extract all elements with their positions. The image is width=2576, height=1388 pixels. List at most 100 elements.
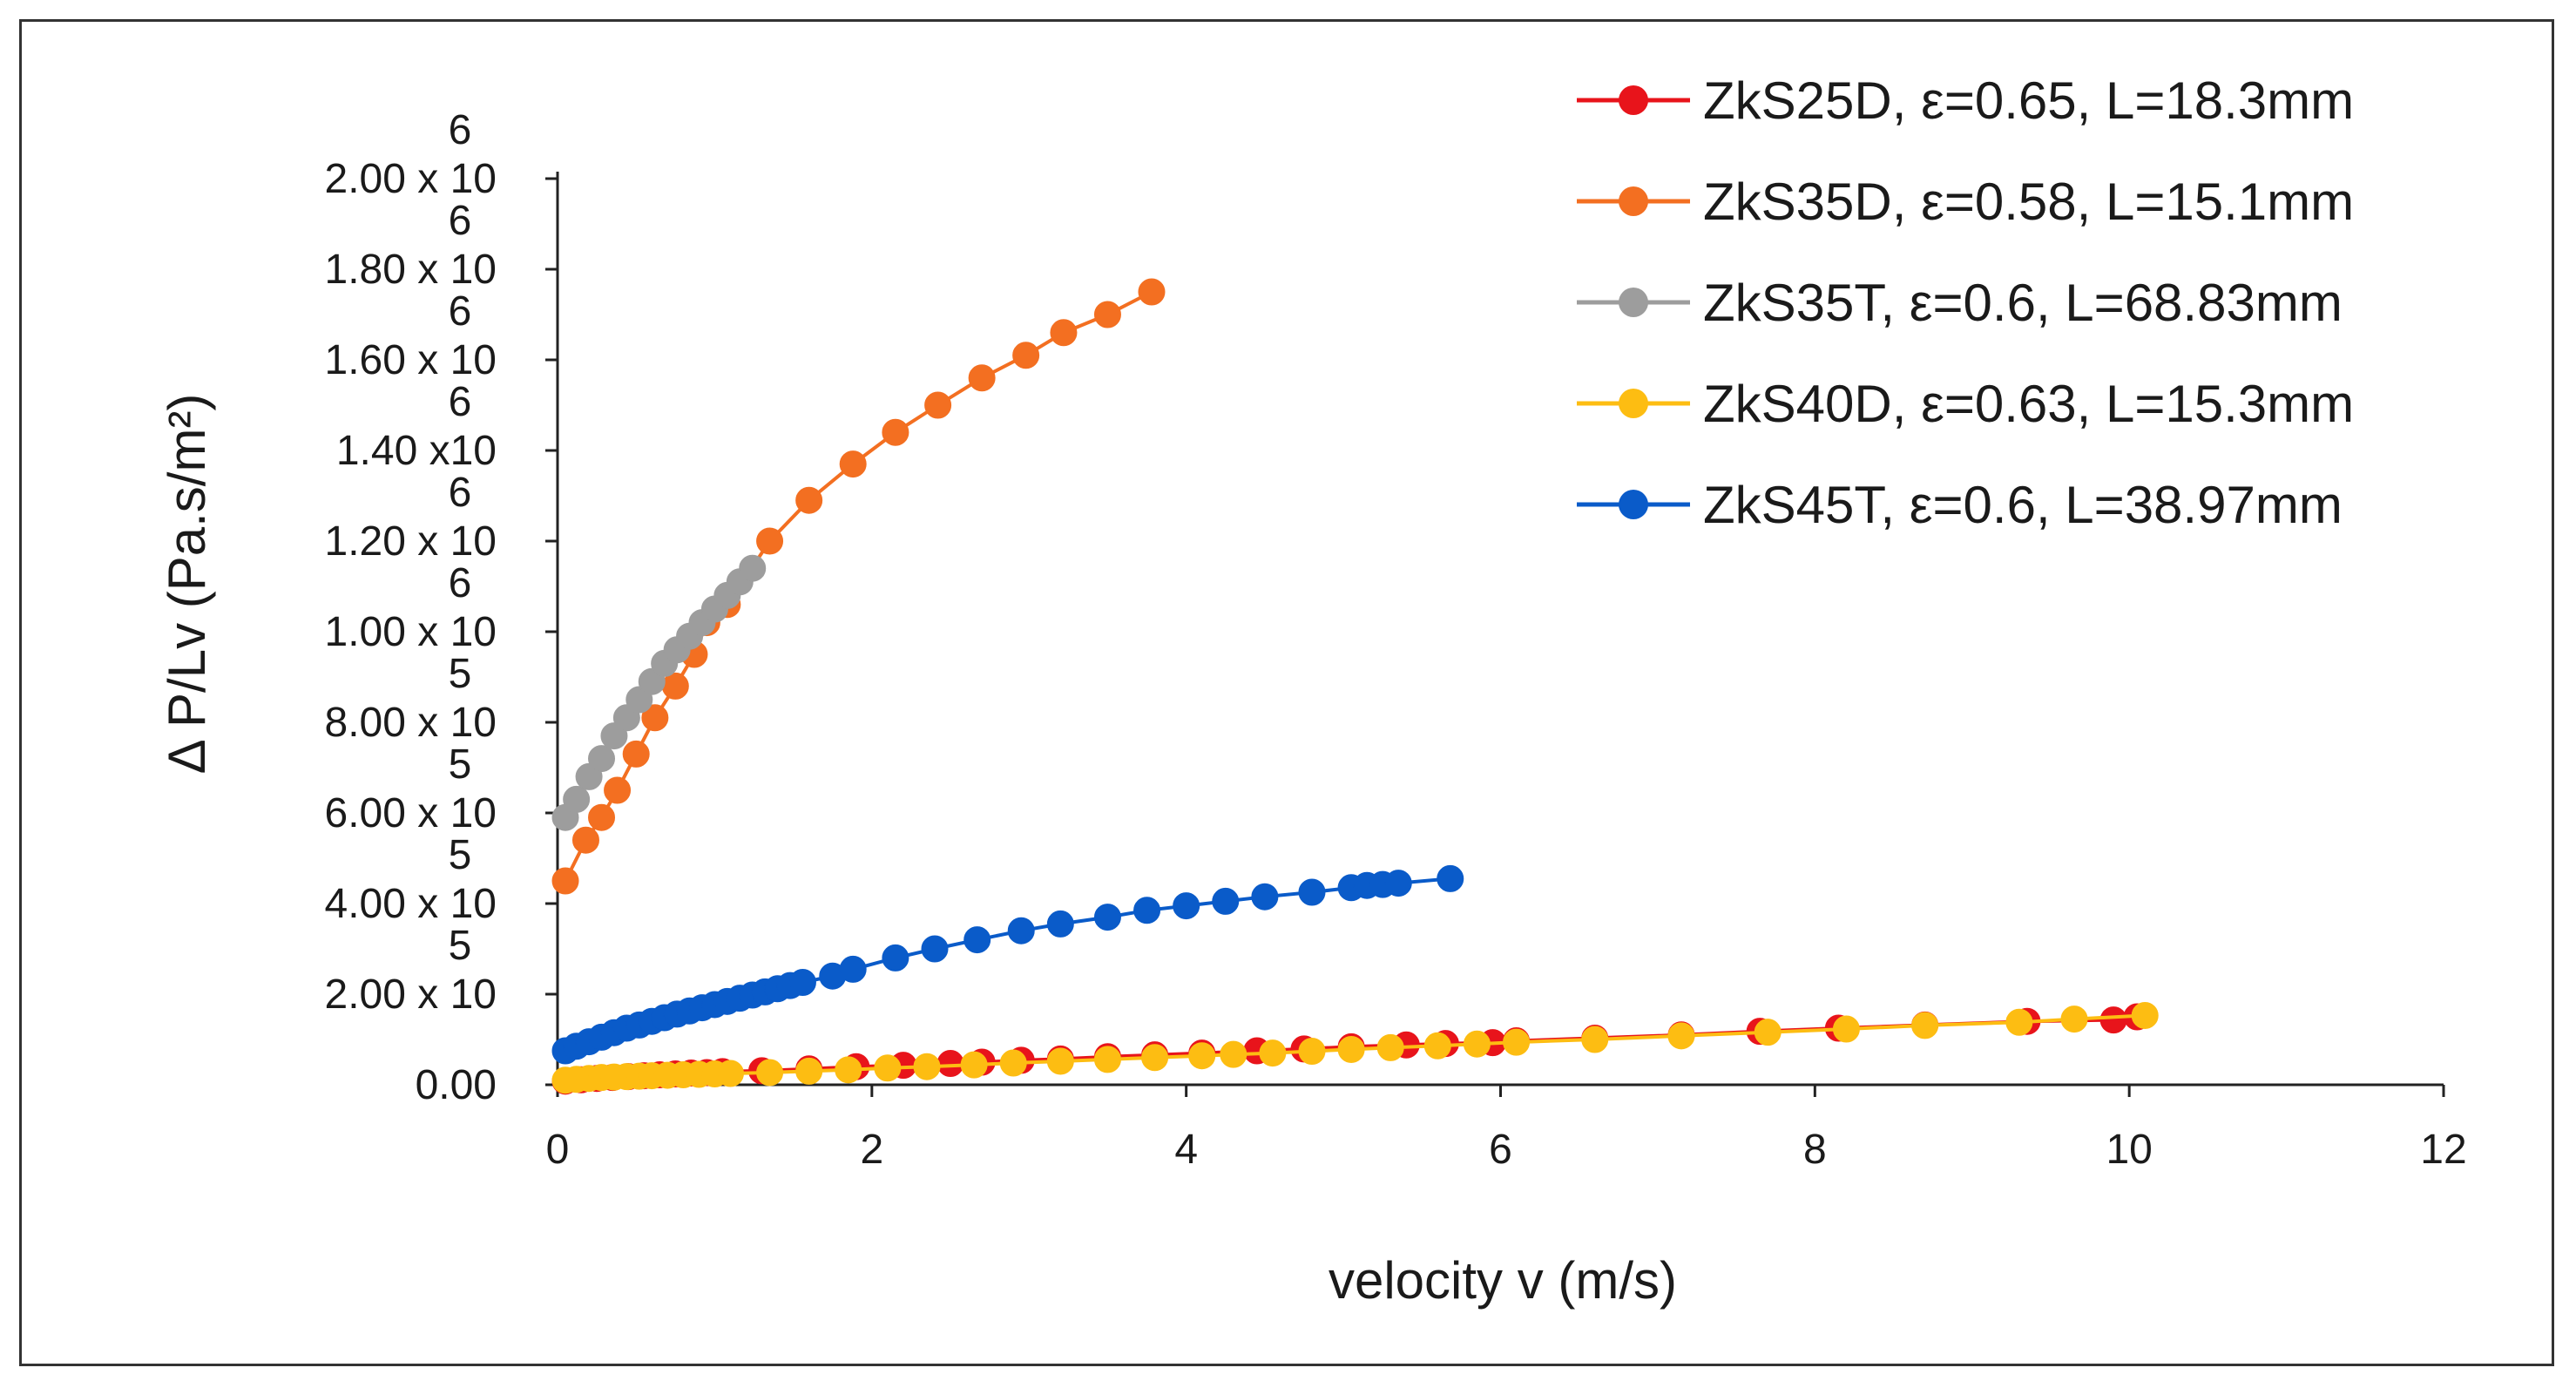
- data-point: [1754, 1019, 1782, 1046]
- y-tick-label: 1.20 x 10: [325, 518, 497, 565]
- legend-marker: [1619, 85, 1648, 115]
- data-point: [1463, 1030, 1491, 1058]
- data-point: [1337, 1035, 1365, 1063]
- data-point: [1384, 870, 1412, 897]
- series-4: [551, 1001, 2159, 1094]
- data-point: [588, 803, 616, 831]
- data-point: [563, 785, 591, 813]
- y-tick-exponent: 5: [449, 651, 472, 697]
- legend-entry: ZkS25D, ε=0.65, L=18.3mm: [1577, 71, 2354, 130]
- legend-marker: [1619, 490, 1648, 519]
- data-point: [1188, 1042, 1216, 1070]
- series-3: [551, 554, 767, 831]
- legend-marker: [1619, 288, 1648, 317]
- data-point: [1012, 342, 1040, 369]
- data-point: [963, 926, 991, 954]
- data-point: [2099, 1006, 2127, 1034]
- legend-label: ZkS35T, ε=0.6, L=68.83mm: [1703, 274, 2343, 332]
- y-tick-exponent: 6: [449, 379, 472, 425]
- data-point: [622, 740, 650, 768]
- data-point: [882, 418, 909, 446]
- data-point: [788, 968, 816, 996]
- x-axis-title: velocity v (m/s): [1329, 1251, 1677, 1310]
- y-tick-label: 0.00: [416, 1062, 497, 1108]
- data-point: [641, 704, 669, 732]
- data-point: [936, 1050, 964, 1078]
- data-point: [1423, 1032, 1451, 1060]
- legend-marker: [1619, 186, 1648, 216]
- y-tick-exponent: 6: [449, 107, 472, 153]
- y-tick-label: 2.00 x 10: [325, 972, 497, 1018]
- data-point: [874, 1054, 902, 1082]
- chart-frame: 0.00 2.00 x 10 5 4.00 x 10 5 6.00 x 10 5 8.00 x…: [19, 19, 2554, 1366]
- series-line: [564, 290, 1153, 882]
- data-point: [1581, 1026, 1609, 1053]
- data-point: [835, 1056, 862, 1084]
- data-point: [839, 955, 867, 983]
- data-point: [882, 944, 909, 972]
- x-tick-label: 0: [546, 1127, 570, 1173]
- legend-marker: [1619, 389, 1648, 418]
- data-point: [1046, 910, 1074, 938]
- data-point: [739, 554, 767, 582]
- y-tick-label: 1.80 x 10: [325, 247, 497, 293]
- y-tick-exponent: 5: [449, 923, 472, 969]
- data-point: [1093, 1046, 1121, 1073]
- data-point: [1220, 1040, 1247, 1068]
- legend-label: ZkS45T, ε=0.6, L=38.97mm: [1703, 476, 2343, 534]
- y-tick-exponent: 6: [449, 198, 472, 244]
- data-point: [1376, 1033, 1404, 1061]
- data-point: [2060, 1005, 2088, 1033]
- y-tick-exponent: 6: [449, 470, 472, 516]
- y-tick-label: 1.00 x 10: [325, 609, 497, 655]
- y-axis-title: Δ P/Lv (Pa.s/m²): [158, 394, 216, 775]
- data-point: [1251, 883, 1279, 911]
- data-point: [795, 1057, 823, 1085]
- x-tick-label: 8: [1803, 1127, 1827, 1173]
- data-point: [661, 672, 689, 700]
- data-point: [913, 1053, 941, 1080]
- data-point: [1437, 864, 1464, 892]
- x-tick-label: 2: [860, 1127, 883, 1173]
- data-point: [756, 527, 784, 555]
- data-point: [1298, 878, 1326, 906]
- data-point: [1093, 301, 1121, 328]
- x-tick-label: 12: [2420, 1127, 2466, 1173]
- x-tick-label: 10: [2106, 1127, 2152, 1173]
- series-layer: [551, 278, 2159, 1095]
- data-point: [571, 826, 599, 854]
- data-point: [756, 1059, 784, 1087]
- legend-label: ZkS25D, ε=0.65, L=18.3mm: [1703, 71, 2354, 130]
- data-point: [1667, 1022, 1695, 1050]
- y-tick-label: 1.40 x10: [336, 428, 497, 474]
- data-point: [1259, 1039, 1287, 1067]
- data-point: [588, 745, 616, 773]
- y-tick-label: 2.00 x 10: [325, 156, 497, 202]
- y-tick-exponent: 6: [449, 560, 472, 606]
- legend-entry: ZkS35T, ε=0.6, L=68.83mm: [1577, 274, 2343, 332]
- data-point: [2131, 1001, 2159, 1029]
- data-point: [795, 486, 823, 514]
- data-point: [1093, 904, 1121, 931]
- data-point: [960, 1051, 988, 1079]
- series-2: [551, 278, 1166, 895]
- data-point: [1173, 892, 1200, 920]
- data-point: [968, 364, 996, 392]
- y-tick-exponent: 6: [449, 288, 472, 335]
- data-point: [1007, 917, 1035, 945]
- series-5: [551, 864, 1464, 1065]
- data-point: [1141, 1044, 1169, 1072]
- data-point: [921, 935, 949, 963]
- data-point: [716, 1060, 744, 1087]
- data-point: [551, 867, 579, 895]
- data-point: [1298, 1038, 1326, 1066]
- data-point: [1911, 1012, 1939, 1039]
- y-tick-exponent: 5: [449, 832, 472, 878]
- data-point: [1832, 1015, 1860, 1043]
- legend-label: ZkS40D, ε=0.63, L=15.3mm: [1703, 375, 2354, 433]
- data-point: [1050, 319, 1078, 347]
- y-tick-label: 6.00 x 10: [325, 790, 497, 836]
- legend-label: ZkS35D, ε=0.58, L=15.1mm: [1703, 173, 2354, 231]
